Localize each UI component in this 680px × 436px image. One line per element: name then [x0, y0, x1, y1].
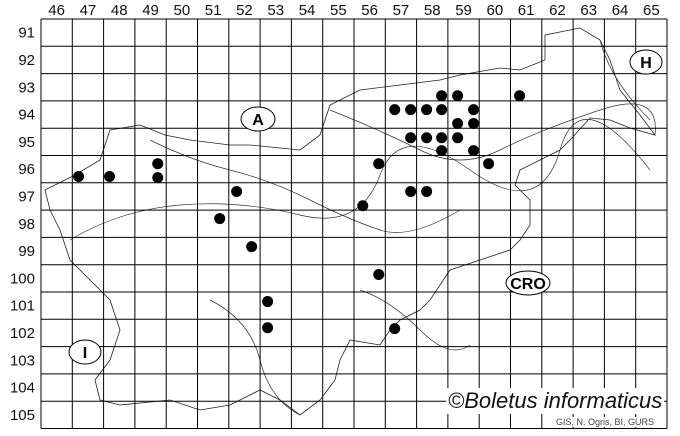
column-label: 49 — [142, 2, 159, 19]
row-label: 103 — [10, 352, 35, 369]
record-dot — [357, 200, 369, 212]
row-label: 101 — [10, 298, 35, 315]
record-dot — [468, 145, 480, 157]
column-label: 46 — [48, 2, 65, 19]
column-label: 51 — [205, 2, 222, 19]
record-dot — [389, 323, 401, 335]
record-dot — [452, 90, 464, 102]
record-dot — [436, 132, 448, 144]
column-label: 59 — [455, 2, 472, 19]
rivers — [69, 39, 656, 416]
record-dot — [262, 296, 274, 308]
column-label: 64 — [612, 2, 629, 19]
record-dot — [421, 186, 433, 198]
region-label: CRO — [510, 276, 546, 293]
record-dots — [73, 90, 526, 335]
column-label: 52 — [236, 2, 253, 19]
row-label: 97 — [18, 188, 35, 205]
region-label-ellipse — [629, 49, 663, 75]
row-label: 98 — [18, 216, 35, 233]
grid — [40, 18, 668, 429]
region-label-ellipse — [240, 106, 276, 132]
record-dot — [373, 269, 385, 281]
region-label-ellipse — [68, 339, 102, 365]
column-label: 50 — [174, 2, 191, 19]
row-label: 92 — [18, 52, 35, 69]
column-label: 53 — [267, 2, 284, 19]
record-dot — [421, 104, 433, 116]
column-labels: 46 47 48 49 50 51 52 53 54 55 56 57 58 59 60 61 62 63 64 65 — [48, 2, 659, 19]
record-dot — [452, 118, 464, 130]
row-label: 100 — [10, 270, 35, 287]
row-label: 104 — [10, 380, 35, 397]
credit-text: GIS, N. Ogris, BI, GURS — [556, 417, 655, 427]
record-dot — [246, 241, 258, 253]
record-dot — [214, 213, 226, 225]
record-dot — [152, 158, 164, 170]
record-dot — [421, 132, 433, 144]
row-label: 102 — [10, 325, 35, 342]
column-label: 56 — [361, 2, 378, 19]
record-dot — [468, 104, 480, 116]
row-label: 91 — [18, 25, 35, 42]
record-dot — [405, 104, 417, 116]
column-label: 47 — [80, 2, 97, 19]
record-dot — [452, 132, 464, 144]
record-dot — [436, 90, 448, 102]
row-label: 99 — [18, 243, 35, 260]
column-label: 58 — [424, 2, 441, 19]
region-label: H — [640, 55, 652, 72]
record-dot — [436, 145, 448, 157]
row-label: 94 — [18, 107, 35, 124]
row-label: 96 — [18, 161, 35, 178]
record-dot — [468, 118, 480, 130]
column-label: 48 — [111, 2, 128, 19]
region-label: I — [83, 345, 87, 362]
region-label-ellipse — [505, 270, 551, 296]
column-label: 65 — [643, 2, 660, 19]
column-label: 55 — [330, 2, 347, 19]
record-dot — [152, 172, 164, 184]
country-border — [44, 27, 657, 416]
column-label: 62 — [549, 2, 566, 19]
record-dot — [405, 186, 417, 198]
record-dot — [373, 158, 385, 170]
record-dot — [389, 104, 401, 116]
record-dot — [514, 90, 526, 102]
region-labels: A H CRO I — [68, 49, 663, 365]
row-label: 93 — [18, 79, 35, 96]
record-dot — [231, 186, 243, 198]
column-label: 61 — [518, 2, 535, 19]
record-dot — [483, 158, 495, 170]
region-label: A — [252, 112, 264, 129]
record-dot — [405, 132, 417, 144]
row-labels: 91 92 93 94 95 96 97 98 99 100 101 102 103 104 105 — [10, 25, 35, 424]
row-label: 105 — [10, 407, 35, 424]
column-label: 54 — [299, 2, 316, 19]
watermark: ©Boletus informaticus — [446, 388, 665, 414]
record-dot — [436, 104, 448, 116]
row-label: 95 — [18, 134, 35, 151]
column-label: 57 — [393, 2, 410, 19]
column-label: 63 — [580, 2, 597, 19]
record-dot — [73, 171, 85, 183]
column-label: 60 — [487, 2, 504, 19]
record-dot — [104, 171, 116, 183]
record-dot — [262, 322, 274, 334]
